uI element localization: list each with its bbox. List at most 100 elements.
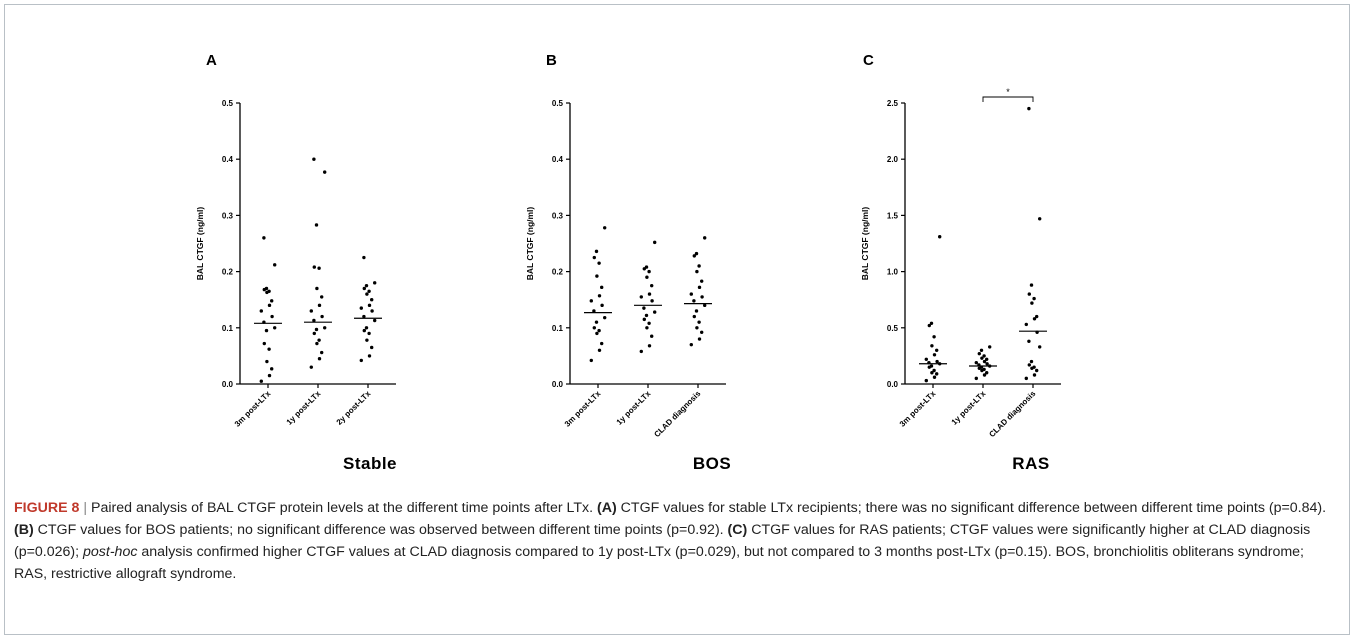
data-point <box>592 326 596 330</box>
data-point <box>370 298 374 302</box>
data-point <box>689 292 693 296</box>
data-point <box>267 289 271 293</box>
data-point <box>1038 345 1042 349</box>
data-point <box>1032 373 1037 377</box>
data-point <box>267 347 271 351</box>
caption-text: Paired analysis of BAL CTGF protein leve… <box>91 500 598 516</box>
y-tick-label: 0.1 <box>552 324 564 333</box>
caption-posthoc: post-hoc <box>83 544 138 560</box>
data-point <box>700 279 704 283</box>
caption-text: CTGF values for RAS patients; CTGF value… <box>14 522 1311 560</box>
data-point <box>317 357 322 361</box>
data-point <box>927 323 931 328</box>
significance-label: * <box>1006 87 1010 97</box>
data-point <box>362 314 366 319</box>
data-point <box>315 286 319 291</box>
x-tick-label: 3m post-LTx <box>563 389 603 429</box>
data-point <box>267 373 272 378</box>
data-point <box>924 378 928 383</box>
data-point <box>1038 217 1042 221</box>
data-point <box>264 286 269 291</box>
data-point <box>270 299 274 303</box>
data-point <box>1030 301 1034 305</box>
data-point <box>270 367 274 371</box>
x-tick-label: 1y post-LTx <box>950 389 988 427</box>
data-point <box>270 314 274 319</box>
y-axis-title: BAL CTGF (ng/ml) <box>195 207 205 281</box>
data-point <box>315 341 319 346</box>
data-point <box>370 345 374 350</box>
data-point <box>982 354 986 358</box>
data-point <box>597 261 601 265</box>
data-point <box>265 359 269 364</box>
data-point <box>982 373 987 377</box>
data-point <box>594 249 599 254</box>
data-point <box>367 354 372 358</box>
data-point <box>362 328 366 333</box>
data-point <box>309 309 313 313</box>
y-tick-label: 0.0 <box>887 380 899 389</box>
data-point <box>642 317 646 322</box>
data-point <box>320 314 324 319</box>
panel-a: A 0.0 0.1 0.2 0.3 0.4 0.5 BAL CTGF (ng/ml) 3m p… <box>190 40 590 480</box>
data-point <box>692 314 696 319</box>
data-point <box>650 283 654 288</box>
data-point <box>595 274 599 278</box>
x-tick-label: 1y post-LTx <box>285 389 323 427</box>
caption-label: FIGURE 8 <box>14 500 80 516</box>
data-point <box>273 326 277 330</box>
data-point <box>262 236 266 240</box>
data-point <box>1027 363 1031 367</box>
chart-svg-bos: 0.0 0.1 0.2 0.3 0.4 0.5 BAL CTGF (ng/ml) 3m pos… <box>525 99 726 439</box>
x-tick-label: 1y post-LTx <box>615 389 653 427</box>
panel-letter: B <box>546 52 557 69</box>
y-tick-label: 0.1 <box>222 324 234 333</box>
data-point <box>603 226 607 230</box>
data-point <box>985 357 989 361</box>
data-point <box>692 254 696 258</box>
caption-tag-c: (C) <box>727 522 748 538</box>
data-point <box>1035 368 1039 373</box>
data-point <box>924 357 928 361</box>
data-point <box>592 255 596 260</box>
data-point <box>703 236 707 240</box>
data-point <box>589 358 593 363</box>
data-point <box>365 338 369 342</box>
data-point <box>985 362 989 366</box>
y-tick-label: 0.3 <box>222 211 234 220</box>
panel-letter: C <box>863 52 874 69</box>
data-point <box>323 326 327 330</box>
x-tick-label: 3m post-LTx <box>898 389 938 429</box>
data-point <box>600 341 604 346</box>
y-tick-label: 0.5 <box>552 99 564 108</box>
group-label: Stable <box>342 454 398 473</box>
data-point <box>647 269 651 274</box>
y-tick-label: 0.4 <box>222 155 234 164</box>
data-point <box>647 292 652 296</box>
y-tick-label: 0.5 <box>222 99 234 108</box>
data-point <box>938 235 942 239</box>
data-point <box>367 303 372 308</box>
data-point <box>988 345 992 349</box>
data-point <box>320 350 324 355</box>
data-point <box>373 281 377 285</box>
data-point <box>364 283 369 288</box>
data-point <box>650 299 654 303</box>
data-point <box>697 337 702 341</box>
y-tick-label: 0.0 <box>552 380 564 389</box>
data-point <box>259 379 263 383</box>
data-point <box>1032 317 1037 321</box>
data-point <box>935 372 939 376</box>
x-tick-label: CLAD diagnosis <box>652 389 702 439</box>
data-point <box>317 338 321 342</box>
data-point <box>317 303 322 308</box>
y-tick-label: 1.0 <box>887 268 899 277</box>
data-point <box>367 331 371 336</box>
x-tick-label: 2y post-LTx <box>335 389 373 427</box>
data-point <box>312 331 316 336</box>
data-point <box>314 327 319 332</box>
data-point <box>312 265 316 269</box>
data-point <box>597 328 601 333</box>
data-point <box>642 306 646 310</box>
caption-text: analysis confirmed higher CTGF values at… <box>14 544 1304 582</box>
